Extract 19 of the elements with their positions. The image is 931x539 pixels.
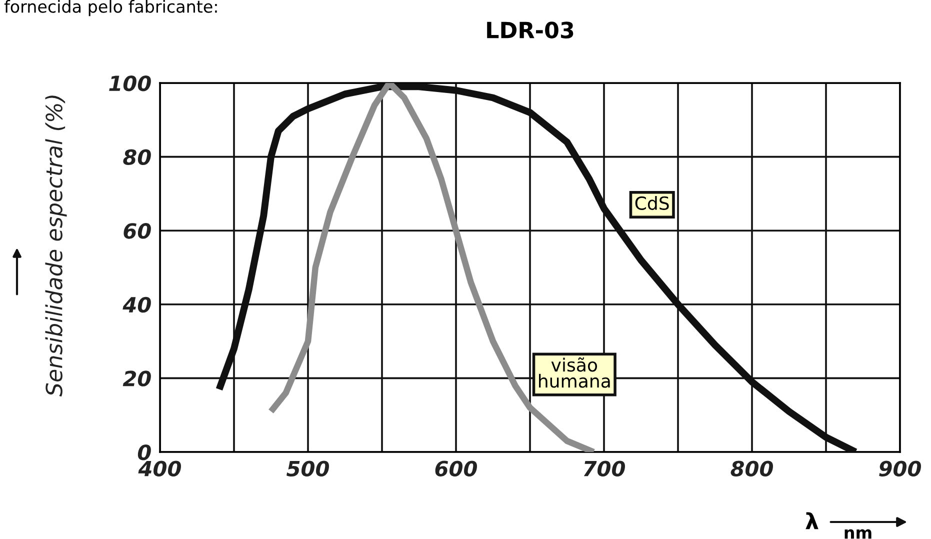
x-tick-label: 500 — [286, 460, 329, 476]
y-axis-title: Sensibilidade espectral (%) — [45, 96, 67, 396]
x-tick-label: 600 — [435, 460, 477, 476]
chart-title: LDR-03 — [487, 22, 574, 38]
y-tick-label: 0 — [138, 444, 151, 460]
text: nm — [844, 529, 872, 539]
y-tick-label: 60 — [124, 223, 151, 239]
y-tick-label: 80 — [123, 149, 151, 166]
y-tick-label: 100 — [109, 75, 151, 92]
y-tick-label: 40 — [122, 296, 151, 313]
series-label: visão humana — [539, 357, 610, 388]
x-tick-label: 700 — [584, 460, 625, 476]
text: fornecida pelo fabricante: — [4, 0, 217, 16]
x-tick-label: 900 — [879, 460, 921, 476]
x-tick-label: 800 — [730, 460, 773, 476]
x-tick-label: 400 — [138, 460, 181, 476]
series-label: CdS — [635, 196, 669, 210]
y-tick-label: 20 — [122, 370, 151, 386]
x-axis-title: λ — [806, 512, 818, 530]
